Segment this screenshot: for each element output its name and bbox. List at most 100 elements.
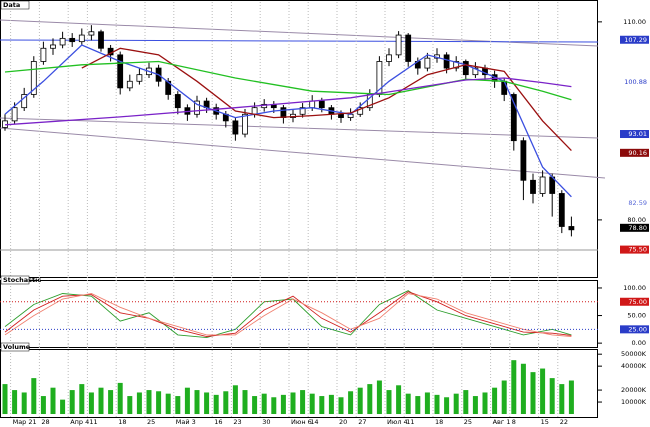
candle-body xyxy=(520,140,527,181)
volume-bar xyxy=(31,378,37,415)
candle-body xyxy=(453,61,460,69)
volume-bar xyxy=(549,378,555,415)
volume-bar xyxy=(511,360,517,415)
x-tick-label: 8 xyxy=(512,418,516,426)
panel-title: Volume xyxy=(3,343,31,351)
volume-bar xyxy=(165,393,171,415)
volume-bar xyxy=(261,393,267,415)
volume-bar xyxy=(194,390,200,415)
indicator-line xyxy=(4,60,572,101)
volume-bar xyxy=(444,397,450,415)
y-tick-label: 100.00 xyxy=(623,284,646,292)
panel-title-box xyxy=(0,275,30,285)
indicator-line xyxy=(4,77,572,126)
candle-body xyxy=(194,100,200,115)
volume-bar xyxy=(213,394,219,415)
price-tag xyxy=(620,148,649,157)
volume-bar xyxy=(357,387,363,415)
volume-bar xyxy=(60,399,66,415)
volume-bar xyxy=(127,396,133,415)
candle-body xyxy=(78,34,85,43)
x-tick-label: Июн 6 xyxy=(291,418,312,426)
x-tick-label: Май 3 xyxy=(176,418,196,426)
candle-body xyxy=(472,67,479,76)
candle-body xyxy=(11,107,18,122)
candle-body xyxy=(501,80,508,95)
volume-bar xyxy=(482,392,488,415)
candle-body xyxy=(69,37,76,43)
volume-bar xyxy=(463,390,469,415)
volume-bar xyxy=(367,384,373,415)
trend-line xyxy=(0,127,606,179)
volume-bar xyxy=(348,391,354,415)
y-tick-label: 10000K xyxy=(621,398,647,406)
y-tick-label: 0.00 xyxy=(632,339,646,347)
volume-bar xyxy=(12,390,18,415)
candle-body xyxy=(568,226,575,231)
candle-body xyxy=(405,34,412,62)
y-tick-label: 40000K xyxy=(621,362,647,370)
candle-body xyxy=(338,113,344,118)
volume-bar xyxy=(415,396,421,415)
price-tag xyxy=(620,78,649,87)
volume-bar xyxy=(252,396,258,415)
candle-body xyxy=(395,34,402,56)
candle-body xyxy=(165,80,172,95)
candle-body xyxy=(59,37,66,46)
candle-body xyxy=(232,120,239,135)
volume-bar xyxy=(232,385,238,415)
panel-title: Stochastic xyxy=(3,276,41,284)
y-tick-label: 20000K xyxy=(621,386,647,394)
volume-bar xyxy=(98,387,104,415)
price-tag xyxy=(620,245,649,254)
price-tag-label: 82.59 xyxy=(628,199,647,207)
volume-bar xyxy=(396,385,402,415)
volume-bar xyxy=(108,390,114,415)
main-panel-frame xyxy=(0,0,598,278)
volume-bar xyxy=(376,380,382,415)
candle-body xyxy=(539,176,546,194)
candle-body xyxy=(98,31,104,49)
candle-body xyxy=(88,31,95,36)
candle-body xyxy=(136,74,143,82)
volume-bar xyxy=(117,382,123,415)
indicator-line xyxy=(4,291,572,337)
stochastic-panel-frame xyxy=(0,280,598,348)
price-tag xyxy=(620,198,649,207)
candle-body xyxy=(299,107,306,115)
candle-body xyxy=(530,179,536,194)
volume-bar xyxy=(424,392,430,415)
price-tag-label: 75.00 xyxy=(628,298,647,306)
candle-body xyxy=(242,113,248,135)
panel-title: Data xyxy=(3,1,20,9)
x-tick-label: 20 xyxy=(339,418,347,426)
candle-body xyxy=(280,107,287,118)
candle-body xyxy=(386,54,392,62)
volume-bar xyxy=(156,391,162,415)
volume-bar xyxy=(501,380,507,415)
volume-bar xyxy=(136,392,142,415)
y-tick-label: 110.00 xyxy=(623,18,646,26)
x-tick-label: 23 xyxy=(233,418,241,426)
x-tick-label: 14 xyxy=(310,418,318,426)
volume-bar xyxy=(21,392,27,415)
panel-title-box xyxy=(0,0,30,10)
volume-bar xyxy=(88,392,94,415)
candle-body xyxy=(510,94,517,142)
price-tag-label: 25.00 xyxy=(628,325,647,333)
volume-bar xyxy=(309,393,315,415)
volume-bar xyxy=(2,384,8,415)
volume-bar xyxy=(530,372,536,415)
volume-bar xyxy=(434,394,440,415)
x-tick-label: 11 xyxy=(89,418,97,426)
volume-bar xyxy=(290,392,296,415)
volume-bar xyxy=(492,387,498,415)
price-tag xyxy=(620,325,649,334)
volume-bar xyxy=(271,397,277,415)
candle-body xyxy=(30,61,37,95)
price-tag xyxy=(620,297,649,306)
y-tick-label: 50.00 xyxy=(627,312,646,320)
volume-bar xyxy=(69,390,75,415)
